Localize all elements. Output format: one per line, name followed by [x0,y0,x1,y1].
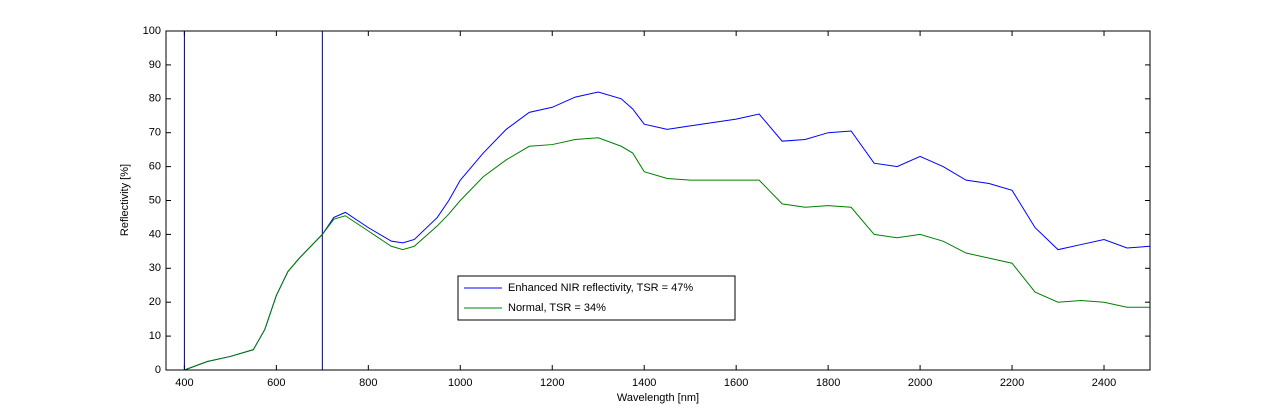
x-tick-label: 1400 [632,377,656,389]
y-tick-label: 10 [149,330,161,342]
y-tick-label: 70 [149,127,161,139]
y-tick-label: 60 [149,161,161,173]
y-tick-label: 50 [149,194,161,206]
y-tick-label: 40 [149,228,161,240]
x-tick-label: 2200 [1000,377,1024,389]
x-tick-label: 2400 [1092,377,1116,389]
legend-box [457,275,736,321]
y-tick-label: 20 [149,296,161,308]
x-tick-label: 1000 [448,377,472,389]
y-tick-label: 90 [149,59,161,71]
x-tick-label: 2000 [908,377,932,389]
x-tick-label: 600 [267,377,285,389]
legend-label: Normal, TSR = 34% [508,302,606,314]
x-tick-label: 400 [175,377,193,389]
x-tick-label: 1200 [540,377,564,389]
y-tick-label: 30 [149,262,161,274]
x-tick-label: 1600 [724,377,748,389]
x-tick-label: 800 [359,377,377,389]
legend: Enhanced NIR reflectivity, TSR = 47% Norm… [457,275,736,321]
x-tick-label: 1800 [816,377,840,389]
x-axis-label: Wavelength [nm] [617,392,699,404]
y-tick-label: 80 [149,93,161,105]
y-axis-label: Reflectivity [%] [119,164,131,236]
plot-frame [165,30,1151,371]
data-line [184,137,1150,371]
legend-label: Enhanced NIR reflectivity, TSR = 47% [508,282,693,294]
y-tick-label: 0 [155,364,161,376]
y-tick-label: 100 [143,25,161,37]
